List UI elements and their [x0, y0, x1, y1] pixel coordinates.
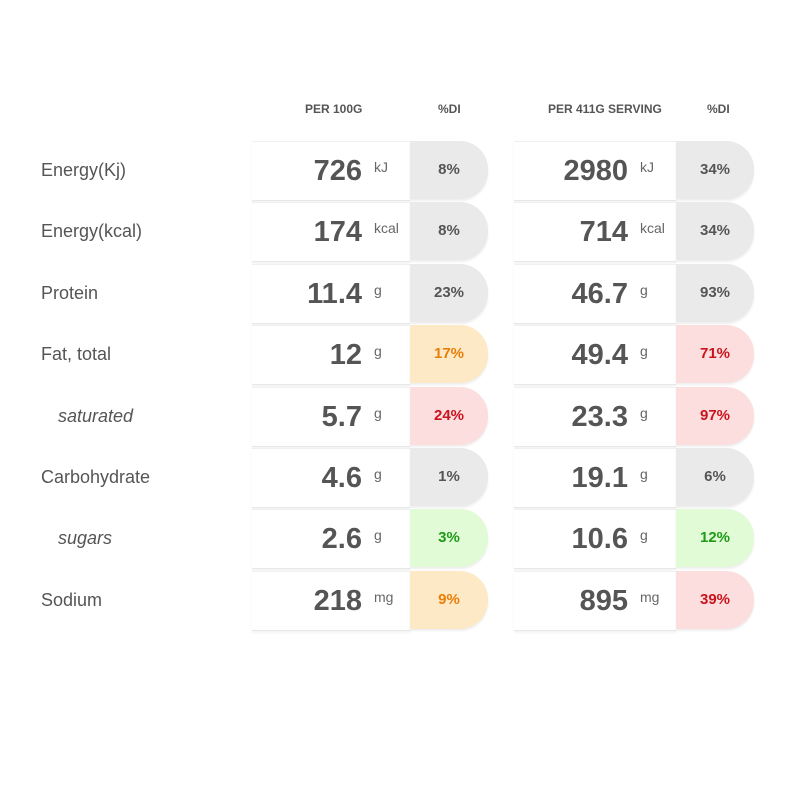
- di-badge-per-serving: 93%: [676, 263, 754, 322]
- nutrient-unit: g: [374, 343, 382, 360]
- table-row: Sodium 218 mg 9% 895 mg 39%: [0, 570, 800, 631]
- nutrient-label: Energy(kcal): [41, 221, 143, 242]
- value-cell-per-serving: 23.3 g: [514, 386, 676, 447]
- value-cell-per-serving: 19.1 g: [514, 448, 676, 508]
- nutrient-label: saturated: [58, 405, 134, 426]
- nutrient-label: Protein: [41, 282, 99, 303]
- di-badge-per-100g: 9%: [410, 570, 488, 629]
- nutrient-unit: kJ: [374, 159, 388, 175]
- di-badge-per-serving: 39%: [676, 570, 754, 629]
- value-cell-per-100g: 11.4 g: [252, 263, 410, 324]
- header-di-100g: %DI: [438, 102, 461, 116]
- di-badge-per-serving: 97%: [676, 386, 754, 445]
- nutrient-unit: mg: [374, 588, 394, 605]
- nutrient-unit: g: [640, 466, 648, 482]
- nutrient-unit: kJ: [640, 159, 654, 175]
- value-cell-per-100g: 218 mg: [252, 570, 410, 631]
- nutrient-value: 23.3: [571, 400, 628, 433]
- value-cell-per-100g: 726 kJ: [252, 141, 410, 201]
- di-badge-per-100g: 24%: [410, 386, 488, 445]
- nutrient-label: Carbohydrate: [41, 467, 151, 487]
- di-badge-per-serving: 34%: [676, 141, 754, 199]
- nutrient-unit: g: [374, 281, 382, 298]
- nutrient-label: Fat, total: [41, 344, 112, 365]
- nutrient-value: 49.4: [571, 339, 628, 372]
- value-cell-per-serving: 714 kcal: [514, 202, 676, 263]
- nutrient-value: 895: [579, 584, 628, 617]
- nutrient-value: 5.7: [321, 400, 362, 433]
- value-cell-per-100g: 2.6 g: [252, 509, 410, 570]
- nutrient-unit: g: [640, 343, 648, 360]
- nutrient-unit: mg: [640, 588, 660, 605]
- nutrient-unit: kcal: [640, 220, 665, 237]
- nutrient-value: 174: [313, 216, 362, 249]
- di-badge-per-100g: 17%: [410, 325, 488, 384]
- di-badge-per-serving: 6%: [676, 448, 754, 506]
- nutrient-unit: g: [374, 466, 382, 482]
- nutrient-unit: kcal: [374, 220, 399, 237]
- di-badge-per-100g: 23%: [410, 263, 488, 322]
- nutrient-value: 2980: [563, 155, 628, 187]
- value-cell-per-100g: 12 g: [252, 325, 410, 386]
- table-row: Energy(Kj) 726 kJ 8% 2980 kJ 34%: [0, 141, 800, 201]
- di-badge-per-100g: 1%: [410, 448, 488, 506]
- nutrient-value: 19.1: [571, 462, 628, 494]
- value-cell-per-100g: 5.7 g: [252, 386, 410, 447]
- table-row: Energy(kcal) 174 kcal 8% 714 kcal 34%: [0, 202, 800, 263]
- table-row: sugars 2.6 g 3% 10.6 g 12%: [0, 509, 800, 570]
- nutrient-unit: g: [640, 404, 648, 421]
- nutrient-unit: g: [640, 527, 648, 544]
- nutrient-value: 218: [313, 584, 362, 617]
- nutrient-unit: g: [374, 404, 382, 421]
- value-cell-per-serving: 895 mg: [514, 570, 676, 631]
- header-per-100g: PER 100G: [305, 102, 363, 116]
- di-badge-per-serving: 34%: [676, 202, 754, 261]
- nutrient-value: 726: [313, 155, 362, 187]
- nutrient-unit: g: [640, 281, 648, 298]
- header-per-serving: PER 411G SERVING: [548, 102, 662, 116]
- nutrient-label: sugars: [58, 528, 113, 549]
- nutrient-value: 2.6: [321, 523, 362, 556]
- nutrient-unit: g: [374, 527, 382, 544]
- di-badge-per-100g: 3%: [410, 509, 488, 568]
- di-badge-per-serving: 12%: [676, 509, 754, 568]
- table-row: Protein 11.4 g 23% 46.7 g 93%: [0, 263, 800, 324]
- value-cell-per-serving: 10.6 g: [514, 509, 676, 570]
- nutrient-value: 4.6: [321, 462, 362, 494]
- di-badge-per-100g: 8%: [410, 141, 488, 199]
- di-badge-per-100g: 8%: [410, 202, 488, 261]
- nutrient-label: Energy(Kj): [41, 160, 127, 180]
- value-cell-per-serving: 2980 kJ: [514, 141, 676, 201]
- nutrient-value: 714: [579, 216, 628, 249]
- nutrient-value: 46.7: [571, 277, 628, 310]
- value-cell-per-serving: 46.7 g: [514, 263, 676, 324]
- di-badge-per-serving: 71%: [676, 325, 754, 384]
- value-cell-per-100g: 174 kcal: [252, 202, 410, 263]
- nutrient-value: 12: [329, 339, 362, 372]
- table-row: Carbohydrate 4.6 g 1% 19.1 g 6%: [0, 448, 800, 508]
- table-row: saturated 5.7 g 24% 23.3 g 97%: [0, 386, 800, 447]
- nutrient-value: 11.4: [307, 277, 362, 310]
- table-row: Fat, total 12 g 17% 49.4 g 71%: [0, 325, 800, 386]
- value-cell-per-serving: 49.4 g: [514, 325, 676, 386]
- value-cell-per-100g: 4.6 g: [252, 448, 410, 508]
- header-di-serving: %DI: [707, 102, 730, 116]
- nutrient-value: 10.6: [571, 523, 628, 556]
- nutrient-label: Sodium: [41, 589, 103, 610]
